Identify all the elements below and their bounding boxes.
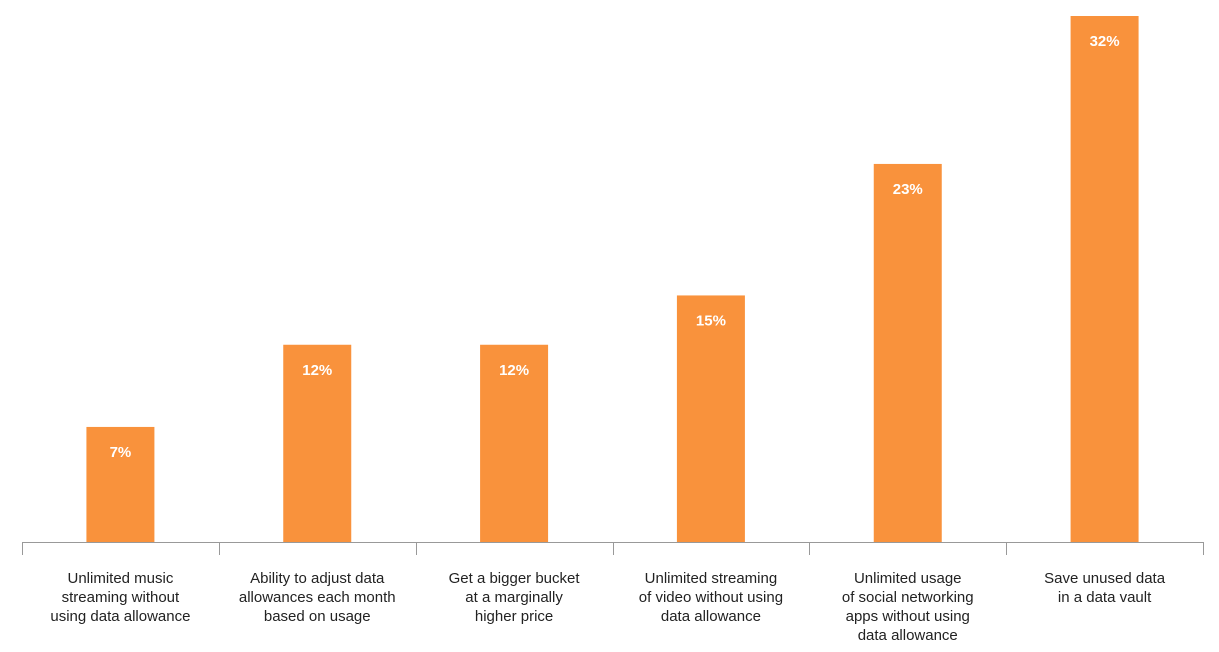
bar [1070, 16, 1139, 542]
x-axis [22, 542, 1204, 555]
bar [86, 426, 155, 542]
category-label-line: Unlimited usage [854, 570, 962, 587]
category-label: Unlimited streaming of video without usin… [639, 570, 783, 625]
category-label-line: Unlimited music [67, 570, 173, 587]
category-label-line: Save unused data [1044, 570, 1166, 587]
category-label-line: allowances each month [239, 589, 396, 606]
category-label-line: of social networking [842, 589, 974, 606]
category-label-line: Ability to adjust data [250, 570, 385, 587]
bar-value-label: 12% [499, 362, 529, 379]
category-label-line: Get a bigger bucket [449, 570, 581, 587]
category-label-line: at a marginally [465, 589, 563, 606]
category-label: Save unused data in a data vault [1044, 570, 1166, 606]
category-label-line: based on usage [264, 608, 371, 625]
bar [676, 295, 745, 542]
bar-value-label: 23% [893, 181, 923, 198]
bar-value-label: 32% [1090, 33, 1120, 50]
category-label: Get a bigger bucket at a marginally higher… [449, 570, 581, 625]
category-label-line: apps without using [846, 608, 970, 625]
category-label-line: higher price [475, 608, 553, 625]
bar-value-label: 15% [696, 312, 726, 329]
category-label-line: data allowance [858, 627, 958, 644]
bars-layer: 7% 12% 12% 15% 23% 32% [86, 16, 1139, 542]
category-label-line: of video without using [639, 589, 783, 606]
category-label: Unlimited usage of social networking apps … [842, 570, 974, 644]
category-label-line: streaming without [62, 589, 180, 606]
bar-value-label: 12% [302, 362, 332, 379]
category-label-line: in a data vault [1058, 589, 1152, 606]
category-label-line: using data allowance [50, 608, 190, 625]
category-labels: Unlimited music streaming without using da… [50, 570, 1165, 644]
category-label-line: data allowance [661, 608, 761, 625]
bar-value-label: 7% [110, 444, 132, 461]
category-label: Ability to adjust data allowances each mo… [239, 570, 396, 625]
bar [283, 344, 352, 542]
bar [873, 163, 942, 542]
category-label: Unlimited music streaming without using da… [50, 570, 190, 625]
category-label-line: Unlimited streaming [645, 570, 778, 587]
bar [480, 344, 549, 542]
